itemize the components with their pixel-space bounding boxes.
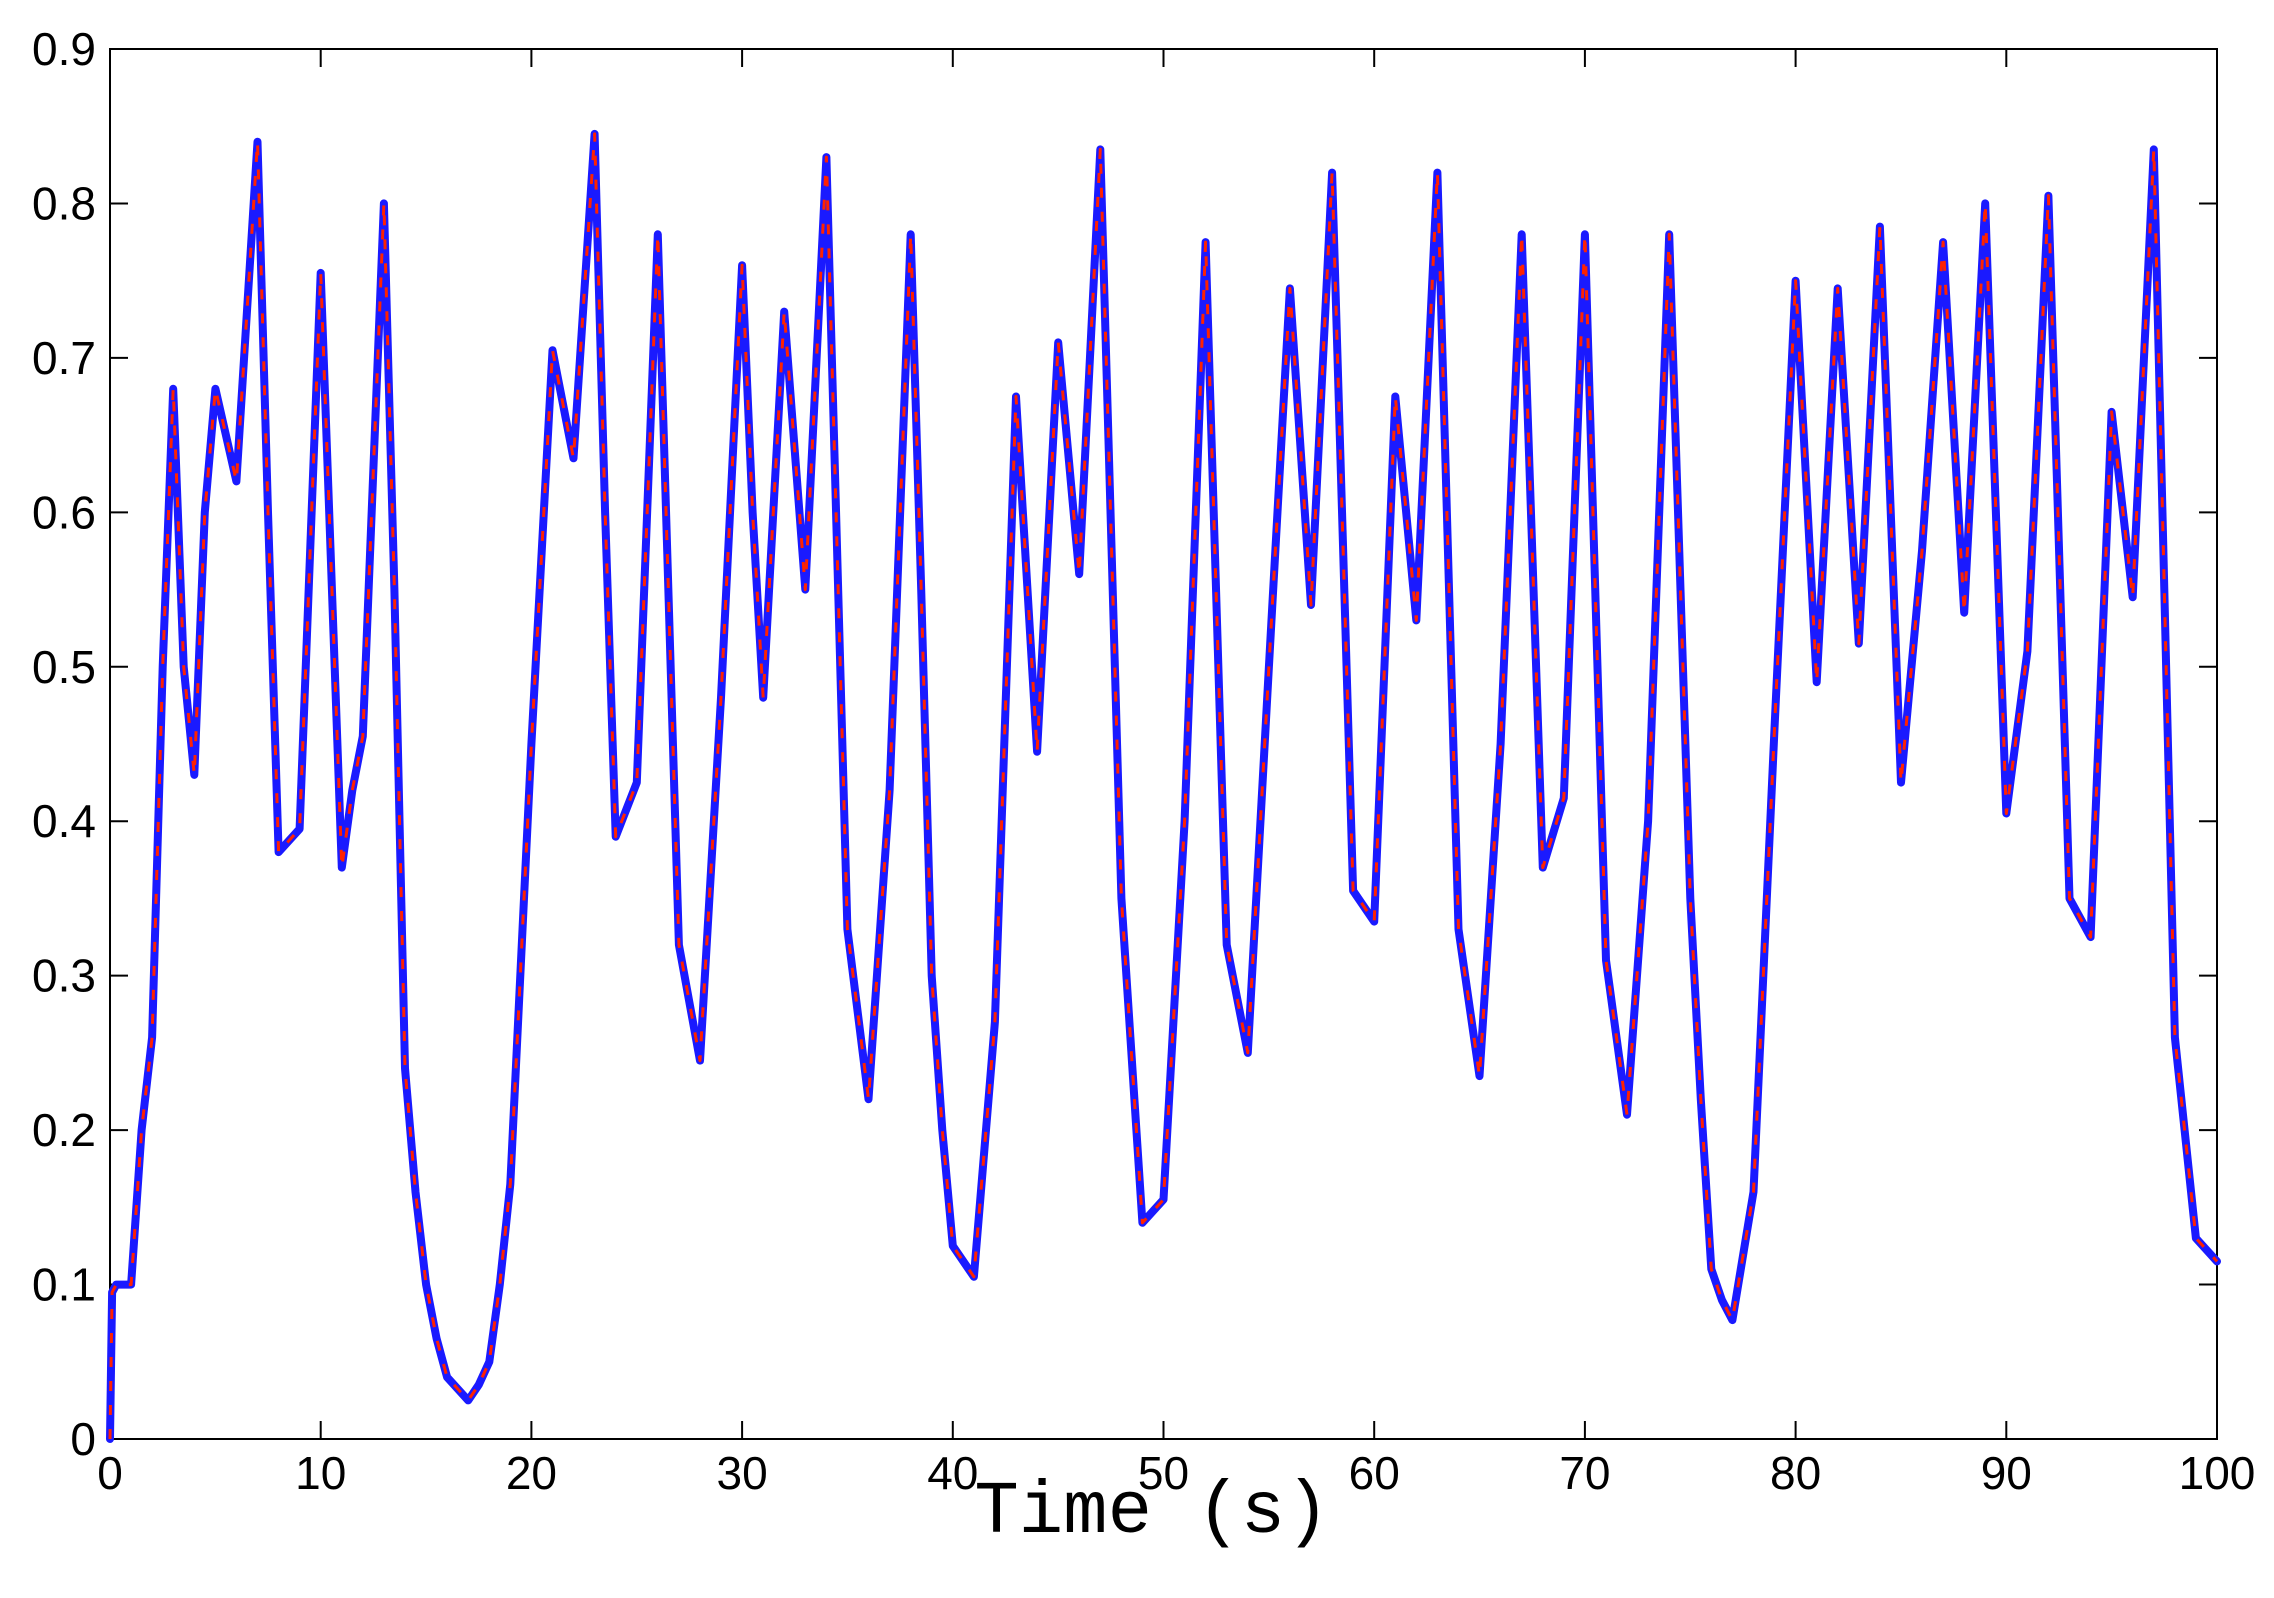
x-tick-label: 70 [1559,1447,1610,1499]
x-tick-label: 30 [717,1447,768,1499]
y-tick-label: 0.8 [32,177,96,229]
y-tick-label: 0.7 [32,332,96,384]
x-tick-label: 50 [1138,1447,1189,1499]
y-tick-label: 0.3 [32,950,96,1002]
series-line-dashed [108,132,2219,1440]
x-tick-labels: 0 10 20 30 40 50 60 70 80 90 100 [97,1447,2255,1499]
y-tick-labels: 0 0.1 0.2 0.3 0.4 0.5 0.6 0.7 0.8 0.9 [32,23,96,1465]
y-tick-label: 0.4 [32,795,96,847]
y-tick-label: 0 [70,1413,96,1465]
x-tick-label: 100 [2179,1447,2256,1499]
y-tick-label: 0.9 [32,23,96,75]
plot-area [109,48,2218,1440]
x-tick-label: 90 [1981,1447,2032,1499]
y-tick-label: 0.1 [32,1259,96,1311]
y-tick-label: 0.6 [32,486,96,538]
x-tick-label: 60 [1349,1447,1400,1499]
y-tick-label: 0.2 [32,1104,96,1156]
y-tick-label: 0.5 [32,641,96,693]
x-tick-label: 10 [295,1447,346,1499]
x-tick-label: 20 [506,1447,557,1499]
x-tick-label: 80 [1770,1447,1821,1499]
x-tick-label: 40 [927,1447,978,1499]
x-tick-label: 0 [97,1447,123,1499]
x-axis-title: Time (s) [974,1471,1329,1555]
